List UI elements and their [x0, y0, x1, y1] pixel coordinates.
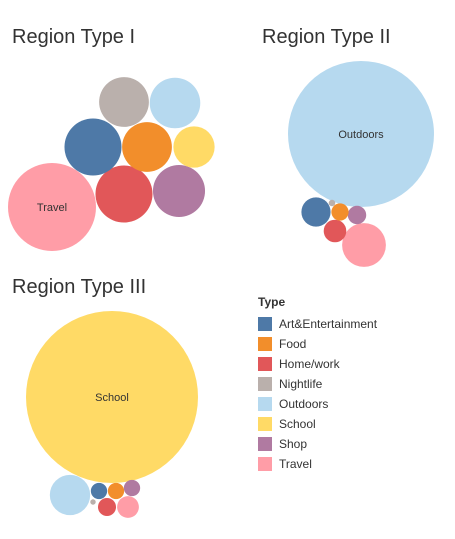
bubble-panel-3: School	[26, 311, 198, 518]
legend-label: School	[279, 417, 316, 431]
legend-label: Travel	[279, 457, 312, 471]
bubble-school	[173, 126, 215, 168]
legend-swatch	[258, 317, 272, 331]
bubble-travel	[8, 163, 96, 251]
bubble-label-school: School	[95, 392, 129, 404]
bubble-art-entertainment	[301, 197, 331, 227]
bubble-travel	[117, 496, 139, 518]
legend-swatch	[258, 417, 272, 431]
legend-label: Home/work	[279, 357, 340, 371]
legend-label: Outdoors	[279, 397, 329, 411]
bubble-home-work	[95, 165, 153, 223]
legend-label: Nightlife	[279, 377, 323, 391]
bubble-food	[331, 203, 349, 221]
legend-item-travel: Travel	[258, 454, 377, 474]
legend-label: Food	[279, 337, 307, 351]
legend-label: Shop	[279, 437, 308, 451]
bubble-food	[122, 122, 172, 172]
legend-swatch	[258, 397, 272, 411]
legend-swatch	[258, 357, 272, 371]
bubble-nightlife	[328, 199, 336, 207]
bubble-home-work	[97, 497, 117, 517]
legend-item-outdoors: Outdoors	[258, 394, 377, 414]
bubble-shop	[347, 205, 367, 225]
legend-title: Type	[258, 295, 286, 309]
bubble-travel	[342, 223, 386, 267]
panel-title-region-type-2: Region Type II	[262, 26, 391, 48]
bubble-home-work	[323, 219, 347, 243]
bubble-art-entertainment	[64, 118, 122, 176]
bubble-outdoors	[49, 474, 91, 516]
legend-item-shop: Shop	[258, 434, 377, 454]
bubble-art-entertainment	[90, 482, 108, 500]
legend-swatch	[258, 437, 272, 451]
legend-item-food: Food	[258, 334, 377, 354]
bubble-label-outdoors: Outdoors	[338, 129, 384, 141]
bubble-food	[107, 482, 125, 500]
bubble-nightlife	[99, 77, 149, 127]
panel-title-region-type-3: Region Type III	[12, 276, 147, 298]
legend-label: Art&Entertainment	[279, 317, 378, 331]
legend-item-school: School	[258, 414, 377, 434]
bubble-label-travel: Travel	[37, 202, 67, 214]
legend-swatch	[258, 337, 272, 351]
legend: Type Art&Entertainment Food Home/work Ni…	[258, 295, 377, 474]
bubble-nightlife	[90, 499, 96, 505]
legend-swatch	[258, 457, 272, 471]
legend-item-art-entertainment: Art&Entertainment	[258, 314, 377, 334]
bubble-panel-2: Outdoors	[288, 61, 434, 267]
panel-title-region-type-1: Region Type I	[12, 26, 136, 48]
bubble-panel-1: Travel	[8, 77, 215, 251]
legend-item-home-work: Home/work	[258, 354, 377, 374]
bubble-outdoors	[288, 61, 434, 207]
bubble-outdoors	[149, 77, 201, 129]
bubble-school	[26, 311, 198, 483]
legend-swatch	[258, 377, 272, 391]
legend-item-nightlife: Nightlife	[258, 374, 377, 394]
bubble-shop	[152, 164, 206, 218]
bubble-shop	[123, 479, 141, 497]
